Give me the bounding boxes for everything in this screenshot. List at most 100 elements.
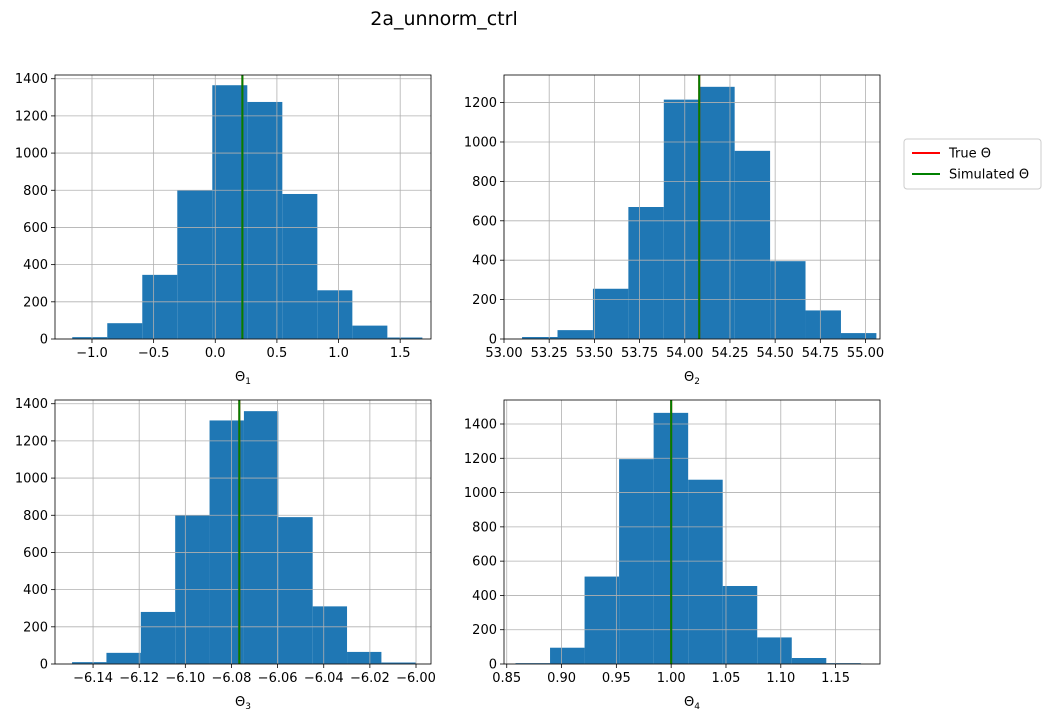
x-tick-label: 0.90 xyxy=(547,671,576,686)
axes-frame xyxy=(503,74,881,340)
y-tick-label: 1200 xyxy=(15,434,48,449)
y-tick-label: 1000 xyxy=(464,135,497,150)
x-axis-title: Θ2 xyxy=(684,370,700,387)
histogram-bar xyxy=(107,323,143,339)
x-tick-label: 0.0 xyxy=(205,346,226,361)
legend: True Θ Simulated Θ xyxy=(903,138,1042,190)
y-tick-label: 0 xyxy=(40,333,48,348)
histogram-bar xyxy=(312,606,348,664)
y-tick-label: 1400 xyxy=(464,418,497,433)
y-tick-label: 0 xyxy=(489,658,497,673)
histogram-bar xyxy=(840,333,877,339)
histogram-bar xyxy=(142,274,178,339)
x-tick-label: 0.95 xyxy=(602,671,631,686)
histogram-bar xyxy=(209,420,244,664)
subplot-1: −1.0 −0.5 0.0 0.5 1.0 1.5 0 200 400 600 800 1000 120… xyxy=(15,72,432,387)
y-tick-label: 1200 xyxy=(464,452,497,467)
x-tick-label: 55.00 xyxy=(847,346,884,361)
histogram-bar xyxy=(722,586,758,664)
y-tick-label: 200 xyxy=(472,623,497,638)
x-tick-label: 54.75 xyxy=(802,346,839,361)
y-tick-label: 0 xyxy=(40,658,48,673)
legend-entry: Simulated Θ xyxy=(912,168,1029,183)
x-tick-label: 1.10 xyxy=(766,671,795,686)
x-tick-label: 1.05 xyxy=(712,671,741,686)
x-tick-label: 53.25 xyxy=(531,346,568,361)
histogram-bar xyxy=(805,310,841,339)
axes-frame xyxy=(54,74,432,340)
histogram-bar xyxy=(515,663,551,664)
y-tick-label: 400 xyxy=(23,583,48,598)
histogram-bar xyxy=(619,459,654,664)
histogram-bar xyxy=(352,325,388,339)
histogram-bar xyxy=(522,337,558,339)
histogram-bar xyxy=(791,658,827,664)
x-tick-label: 54.50 xyxy=(757,346,794,361)
subplot-4: 0.85 0.90 0.95 1.00 1.05 1.10 1.15 0 200 400 600 80… xyxy=(464,399,881,712)
histogram-bar xyxy=(592,288,629,339)
y-tick-label: 1400 xyxy=(15,72,48,87)
histogram-bar xyxy=(584,576,620,664)
y-tick-label: 1000 xyxy=(464,486,497,501)
histogram-bar xyxy=(72,337,108,339)
histogram-bar xyxy=(688,479,723,664)
x-tick-label: 53.00 xyxy=(485,346,522,361)
figure-title: 2a_unnorm_ctrl xyxy=(370,8,517,30)
y-tick-label: 200 xyxy=(23,295,48,310)
x-tick-label: −6.08 xyxy=(212,671,252,686)
x-tick-label: −0.5 xyxy=(138,346,170,361)
histogram-bars xyxy=(72,411,416,664)
histogram-bar xyxy=(770,261,806,339)
histogram-bar xyxy=(140,611,176,664)
x-tick-label: −6.06 xyxy=(258,671,298,686)
y-tick-label: 1200 xyxy=(464,96,497,111)
x-tick-label: 1.00 xyxy=(657,671,686,686)
y-tick-label: 800 xyxy=(23,184,48,199)
y-tick-label: 800 xyxy=(23,509,48,524)
axes-frame xyxy=(54,399,432,665)
histogram-bar xyxy=(278,517,313,664)
legend-entry: True Θ xyxy=(912,147,991,162)
histogram-bar xyxy=(699,86,735,339)
x-tick-label: −6.02 xyxy=(350,671,390,686)
x-axis-title: Θ1 xyxy=(235,370,251,387)
histogram-bar xyxy=(557,330,593,339)
histogram-bar xyxy=(282,193,318,339)
legend-label: True Θ xyxy=(948,147,991,162)
x-axis-title: Θ4 xyxy=(684,695,700,712)
x-tick-label: 1.0 xyxy=(328,346,349,361)
x-tick-label: 1.5 xyxy=(390,346,411,361)
y-tick-label: 1400 xyxy=(15,397,48,412)
x-tick-label: 1.15 xyxy=(821,671,850,686)
histogram-bar xyxy=(826,663,861,664)
histogram-bars xyxy=(72,85,423,340)
histogram-bar xyxy=(550,647,585,664)
histogram-bars xyxy=(522,86,877,340)
y-tick-label: 400 xyxy=(472,589,497,604)
x-tick-label: 53.75 xyxy=(621,346,658,361)
axes-frame xyxy=(503,399,881,665)
y-tick-label: 600 xyxy=(23,546,48,561)
histogram-bar xyxy=(247,101,283,339)
x-tick-label: 54.25 xyxy=(711,346,748,361)
x-axis-title: Θ3 xyxy=(235,695,251,712)
legend-box xyxy=(903,138,1042,190)
y-tick-label: 200 xyxy=(23,620,48,635)
histogram-bar xyxy=(243,411,279,664)
x-tick-label: 54.00 xyxy=(666,346,703,361)
histogram-bar xyxy=(734,150,771,339)
y-tick-label: 600 xyxy=(472,555,497,570)
histogram-bar xyxy=(387,337,423,339)
x-tick-label: −6.04 xyxy=(304,671,344,686)
y-tick-label: 800 xyxy=(472,175,497,190)
histogram-bar xyxy=(663,99,700,340)
histogram-bar xyxy=(72,662,107,664)
legend-label: Simulated Θ xyxy=(949,168,1029,183)
x-tick-label: −6.14 xyxy=(73,671,113,686)
histogram-bar xyxy=(628,207,664,339)
subplot-grid: −1.0 −0.5 0.0 0.5 1.0 1.5 0 200 400 600 800 1000 120… xyxy=(15,72,884,712)
histogram-bar xyxy=(757,637,792,664)
histogram-bar xyxy=(317,290,353,339)
y-tick-label: 200 xyxy=(472,293,497,308)
